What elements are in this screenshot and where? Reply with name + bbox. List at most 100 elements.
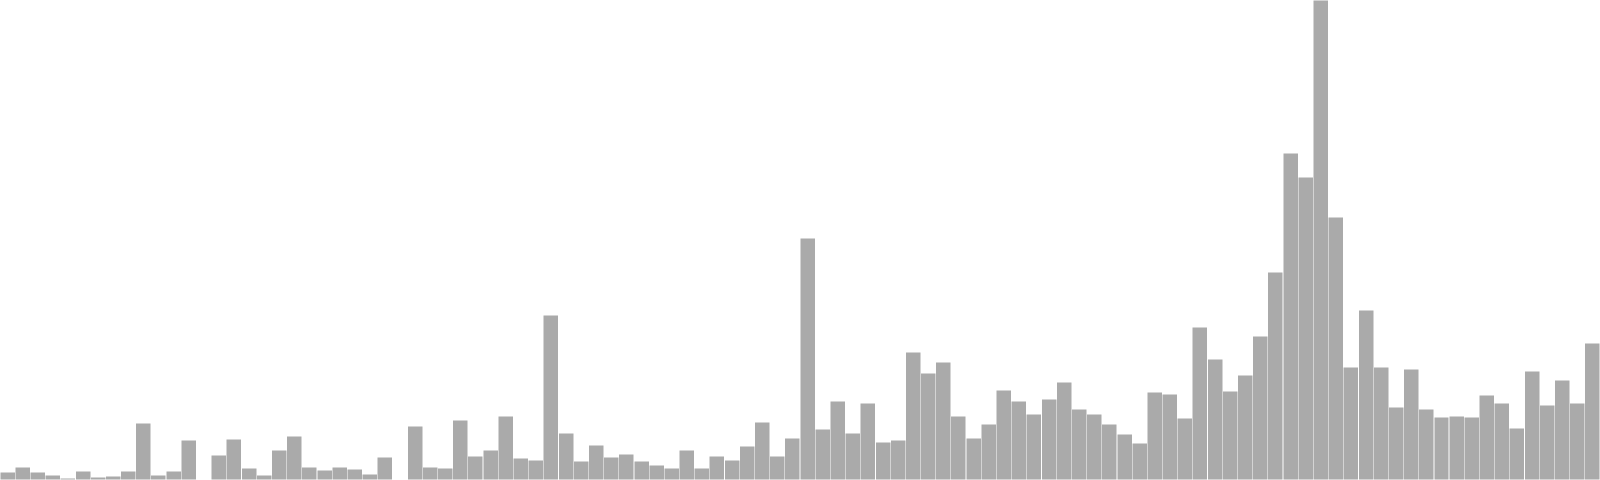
bar-2 [29, 471, 46, 480]
bar-70 [1056, 381, 1072, 480]
bar-39 [588, 444, 605, 480]
bar-60 [905, 351, 922, 480]
bar-50 [754, 421, 771, 480]
bar-27 [407, 425, 423, 480]
bar-17 [256, 474, 272, 480]
bar-11 [165, 470, 182, 480]
bar-74 [1116, 433, 1133, 480]
bar-63 [950, 415, 967, 480]
bar-73 [1101, 423, 1118, 480]
bar-100 [1509, 427, 1525, 480]
bar-84 [1267, 271, 1284, 480]
bar-38 [573, 460, 589, 480]
bar-68 [1026, 413, 1042, 480]
bar-58 [875, 441, 891, 480]
bar-25 [377, 456, 393, 480]
bar-91 [1373, 366, 1389, 480]
bar-85 [1282, 152, 1299, 480]
bar-57 [860, 402, 876, 480]
bar-86 [1297, 176, 1314, 480]
bar-42 [633, 460, 650, 480]
bar-65 [980, 423, 997, 480]
bar-18 [271, 449, 288, 480]
bar-80 [1207, 358, 1223, 480]
bar-88 [1328, 216, 1344, 480]
bar-51 [769, 455, 786, 480]
bar-59 [890, 439, 906, 480]
bar-83 [1252, 335, 1269, 480]
bar-67 [1011, 400, 1027, 480]
bar-69 [1041, 398, 1057, 480]
bar-0 [0, 471, 16, 480]
bar-37 [558, 432, 574, 480]
bar-28 [422, 466, 439, 480]
bar-54 [814, 428, 831, 480]
bar-15 [226, 438, 242, 480]
bar-49 [739, 445, 756, 480]
bar-87 [1312, 0, 1329, 480]
bar-75 [1131, 442, 1148, 480]
bar-8 [120, 470, 137, 480]
bar-102 [1539, 404, 1556, 480]
bar-45 [678, 449, 695, 480]
bar-104 [1569, 402, 1586, 480]
bar-41 [618, 453, 635, 480]
bar-78 [1177, 417, 1193, 480]
bar-16 [241, 467, 257, 480]
bar-52 [784, 437, 801, 480]
bar-53 [799, 237, 816, 480]
bar-47 [709, 455, 725, 480]
bar-90 [1358, 309, 1374, 480]
bar-72 [1086, 413, 1103, 480]
bar-66 [995, 389, 1012, 480]
bar-5 [75, 470, 91, 480]
bar-56 [844, 432, 861, 480]
bar-14 [211, 454, 227, 480]
bar-46 [694, 467, 710, 480]
bar-76 [1146, 391, 1163, 480]
bar-31 [467, 455, 484, 480]
bar-29 [437, 467, 454, 480]
bar-61 [920, 372, 937, 480]
bar-40 [603, 456, 620, 480]
bar-99 [1494, 402, 1510, 480]
bar-94 [1418, 408, 1435, 480]
bar-96 [1448, 415, 1465, 480]
bar-89 [1343, 366, 1359, 480]
bar-21 [316, 469, 333, 480]
bar-55 [829, 400, 846, 480]
bar-105 [1584, 342, 1600, 480]
bar-44 [663, 467, 680, 480]
bar-97 [1463, 416, 1480, 480]
bar-35 [527, 459, 544, 480]
bar-64 [965, 437, 982, 480]
bar-12 [180, 439, 197, 480]
bar-95 [1433, 416, 1450, 480]
bar-19 [286, 435, 303, 480]
bar-77 [1161, 393, 1178, 480]
bar-62 [935, 361, 952, 480]
bar-103 [1554, 379, 1571, 480]
bar-48 [724, 459, 740, 480]
bar-79 [1192, 326, 1208, 480]
bar-10 [150, 474, 167, 480]
bar-71 [1071, 408, 1088, 480]
bar-32 [482, 449, 499, 480]
bar-20 [301, 466, 318, 480]
bar-7 [105, 475, 122, 480]
bar-36 [543, 314, 559, 480]
bar-24 [361, 473, 378, 480]
bar-34 [512, 457, 529, 480]
bar-1 [14, 466, 31, 480]
bar-82 [1237, 374, 1254, 480]
bar-81 [1222, 390, 1239, 480]
bar-92 [1388, 406, 1405, 480]
bar-98 [1478, 394, 1495, 480]
bar-22 [331, 466, 348, 480]
bar-9 [135, 422, 152, 480]
bar-101 [1524, 370, 1540, 480]
bar-3 [44, 474, 61, 480]
bar-30 [452, 419, 469, 480]
